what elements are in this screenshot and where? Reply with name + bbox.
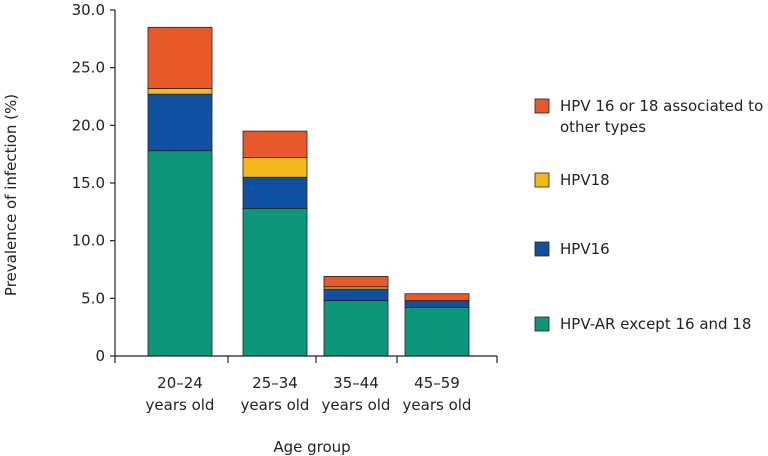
- y-axis-title: Prevalence of infection (%): [2, 94, 20, 296]
- y-tick-label: 15.0: [72, 174, 105, 192]
- x-tick-label: 20–24 years old: [146, 374, 215, 414]
- y-tick-label: 30.0: [72, 1, 105, 19]
- legend-label: HPV 16 or 18 associated to other types: [560, 97, 763, 136]
- bar-segment: [242, 207, 308, 357]
- bar-segment: [323, 288, 389, 302]
- bar-segment: [147, 26, 213, 89]
- bar-segment: [404, 307, 470, 357]
- bars: [147, 26, 470, 357]
- bar-segment: [242, 176, 308, 209]
- y-tick-label: 0: [95, 347, 105, 365]
- bar-segment: [404, 293, 470, 302]
- bar-segment: [147, 88, 213, 95]
- legend-swatch: [534, 98, 550, 114]
- legend-swatch: [534, 241, 550, 257]
- x-axis: 20–24 years old 25–34 years old 35–44 years o…: [114, 355, 498, 414]
- y-tick-label: 20.0: [72, 116, 105, 134]
- y-axis: 0 5.0 10.0 15.0 20.0 25.0 30.0: [72, 1, 116, 365]
- legend-label: HPV18: [560, 171, 610, 189]
- legend-label: HPV16: [560, 240, 610, 258]
- bar-segment: [404, 300, 470, 308]
- x-tick-label: 45–59 years old: [403, 374, 472, 414]
- legend-label: HPV-AR except 16 and 18: [560, 315, 751, 333]
- bar-segment: [323, 276, 389, 288]
- x-axis-title: Age group: [273, 438, 350, 456]
- x-tick-label: 25–34 years old: [241, 374, 310, 414]
- bar-segment: [147, 150, 213, 357]
- bar-segment: [147, 93, 213, 152]
- bar-segment: [323, 300, 389, 357]
- bar-segment: [242, 130, 308, 159]
- legend-swatch: [534, 316, 550, 332]
- legend: HPV 16 or 18 associated to other types HPV…: [534, 97, 763, 333]
- x-tick-label: 35–44 years old: [322, 374, 391, 414]
- y-tick-label: 10.0: [72, 232, 105, 250]
- y-tick-label: 5.0: [81, 289, 105, 307]
- legend-swatch: [534, 172, 550, 188]
- y-tick-label: 25.0: [72, 59, 105, 77]
- bar-segment: [242, 157, 308, 178]
